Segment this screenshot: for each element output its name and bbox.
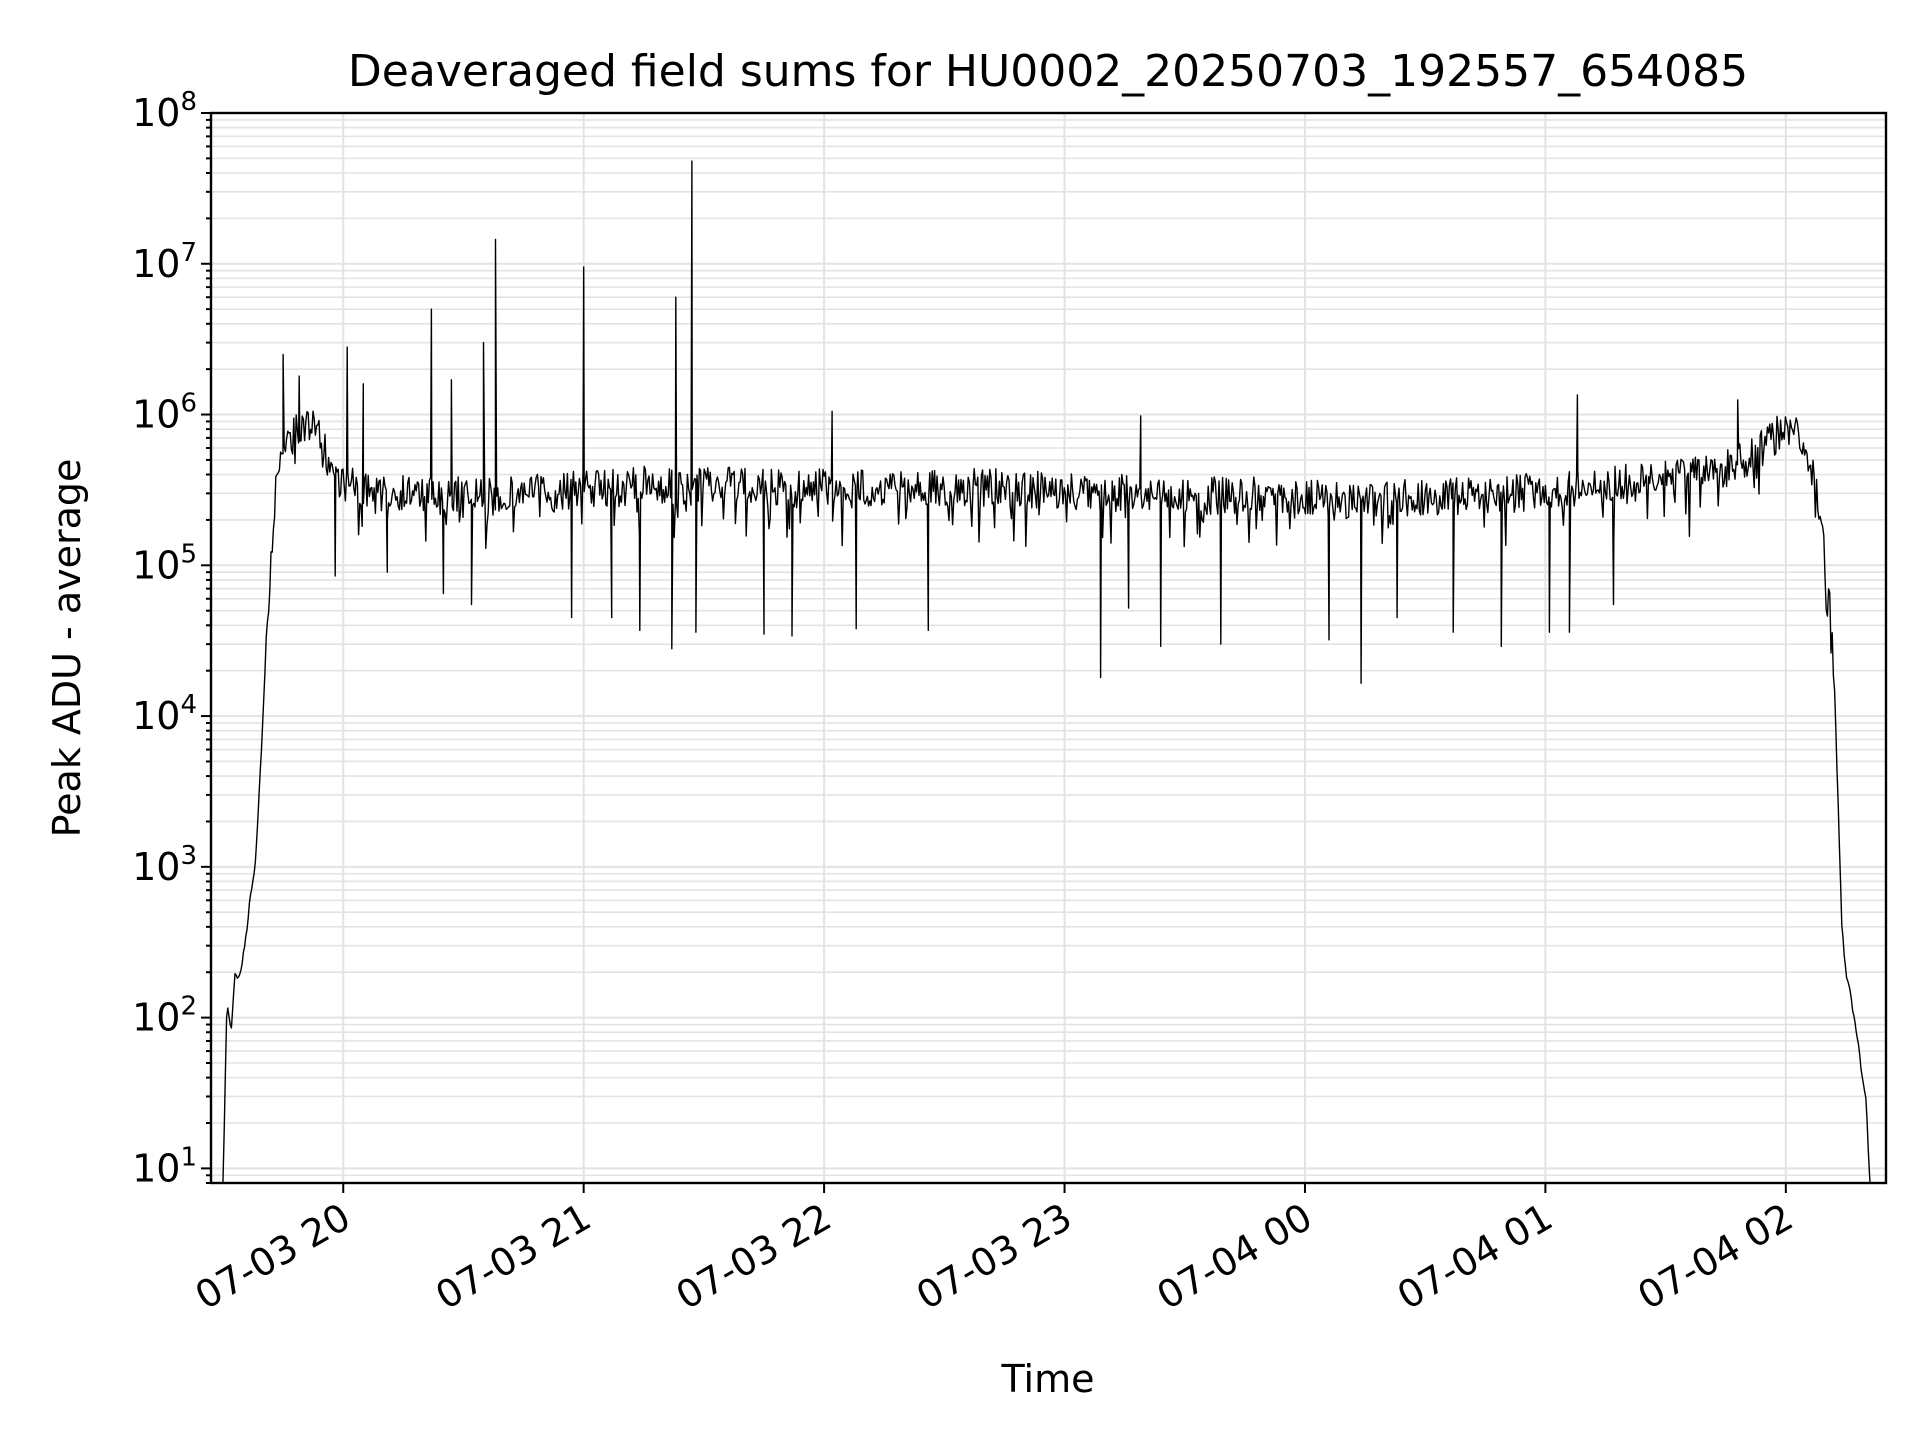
y-tick-label: 102 <box>132 992 197 1040</box>
chart-title: Deaveraged field sums for HU0002_2025070… <box>348 46 1748 97</box>
y-tick-label: 103 <box>132 841 197 889</box>
x-tick-label: 07-03 21 <box>428 1195 598 1319</box>
x-tick-label: 07-03 23 <box>909 1195 1079 1319</box>
x-axis-label: Time <box>1001 1357 1095 1401</box>
y-tick-label: 101 <box>132 1142 197 1190</box>
grid <box>211 113 1886 1184</box>
plot-area <box>211 113 1886 1183</box>
x-axis: 07-03 20 07-03 21 07-03 22 07-03 23 07-04 00… <box>188 1183 1800 1319</box>
y-axis: 101 102 103 104 105 106 107 108 <box>132 87 211 1190</box>
y-tick-label: 106 <box>132 389 197 437</box>
y-axis-label: Peak ADU - average <box>45 459 89 838</box>
x-tick-label: 07-03 22 <box>669 1195 839 1319</box>
y-tick-label: 105 <box>132 539 197 587</box>
plot-frame <box>209 111 1888 1185</box>
y-tick-label: 108 <box>132 87 197 135</box>
x-tick-label: 07-03 20 <box>188 1195 358 1319</box>
x-tick-label: 07-04 02 <box>1630 1195 1800 1319</box>
x-tick-label: 07-04 00 <box>1149 1195 1319 1319</box>
y-tick-label: 107 <box>132 238 197 286</box>
x-tick-label: 07-04 01 <box>1390 1195 1560 1319</box>
series-line <box>222 160 1871 1184</box>
y-tick-label: 104 <box>132 690 197 738</box>
